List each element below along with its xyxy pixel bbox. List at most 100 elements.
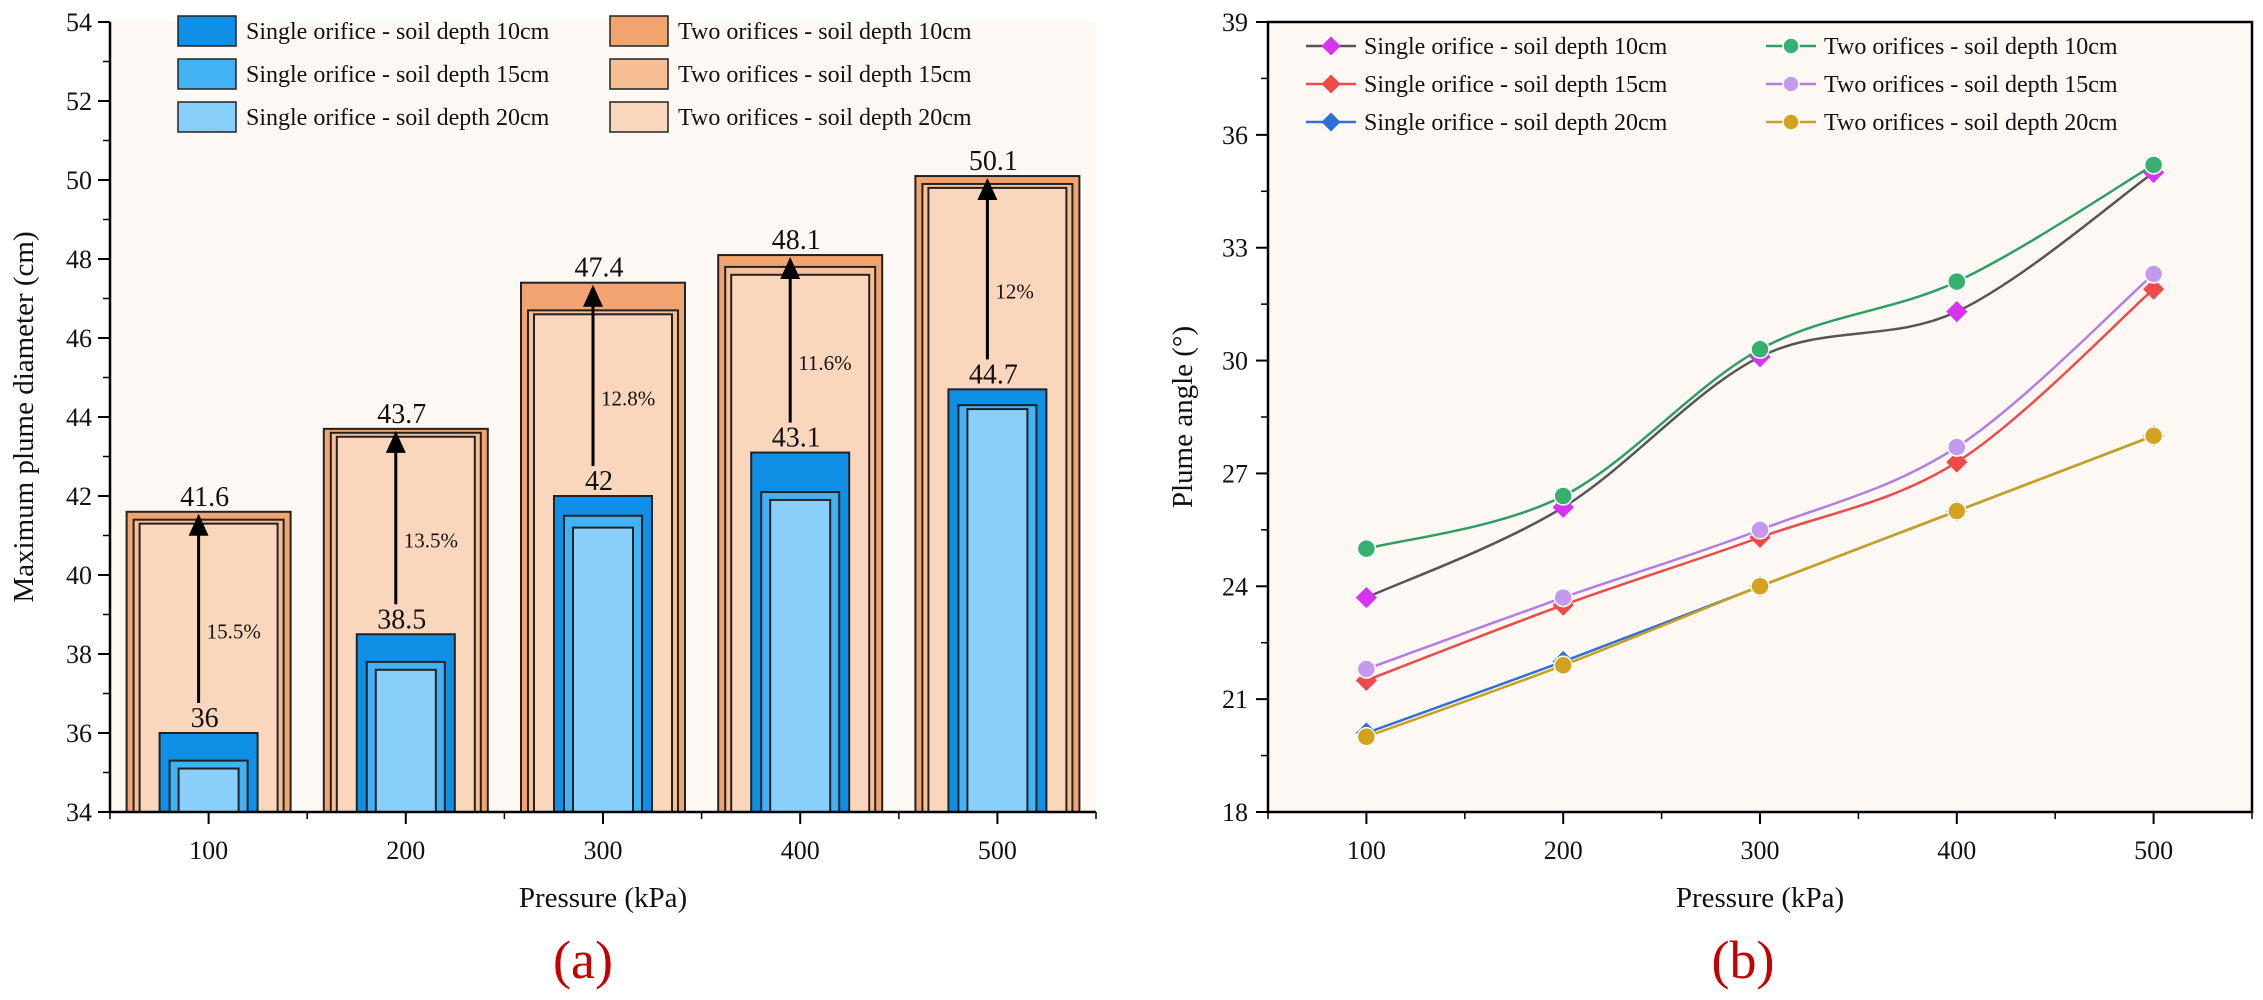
data-point	[1947, 501, 1967, 521]
data-label-single: 44.7	[969, 359, 1018, 390]
legend-label-b: Two orifices - soil depth 15cm	[1824, 72, 2118, 98]
data-point	[2142, 278, 2165, 300]
data-point	[1355, 669, 1378, 691]
legend-swatch-a	[177, 58, 237, 90]
x-tick-label-a: 500	[978, 836, 1017, 865]
data-point	[1750, 576, 1770, 597]
legend-swatch-a	[177, 15, 237, 47]
x-tick-label-b: 100	[1347, 836, 1386, 865]
increase-label: 11.6%	[798, 351, 851, 375]
legend-label-a: Single orifice - soil depth 10cm	[246, 19, 550, 45]
bar-single-orifice	[572, 526, 634, 813]
y-tick-label-a: 48	[66, 245, 92, 274]
y-tick-label-a: 40	[66, 561, 92, 590]
increase-arrowhead	[583, 284, 603, 307]
data-label-two: 47.4	[575, 253, 624, 284]
y-tick-label-a: 42	[66, 482, 92, 511]
y-tick-label-a: 36	[66, 719, 92, 748]
increase-label: 12.8%	[601, 386, 655, 410]
data-label-single: 36	[191, 703, 219, 734]
plot-area-b	[1266, 20, 2254, 814]
data-point	[1356, 659, 1377, 679]
y-tick-label-b: 24	[1222, 572, 1248, 601]
y-tick-label-a: 44	[66, 403, 92, 432]
y-axis-label-a: Maximum plume diameter (cm)	[8, 231, 40, 602]
legend-marker-b	[1321, 74, 1341, 94]
x-axis-label-b: Pressure (kPa)	[1676, 882, 1844, 914]
x-tick-label-a: 400	[781, 836, 820, 865]
data-point	[1946, 451, 1968, 473]
legend-label-a: Two orifices - soil depth 20cm	[678, 105, 972, 131]
x-tick-label-a: 100	[189, 836, 228, 865]
y-tick-label-b: 39	[1222, 8, 1248, 37]
y-tick-label-a: 38	[66, 640, 92, 669]
x-tick-label-a: 200	[386, 836, 425, 865]
data-label-single: 43.1	[772, 423, 821, 454]
y-tick-label-a: 50	[66, 166, 92, 195]
data-label-two: 41.6	[180, 482, 229, 513]
panel-a-bar-chart: 15.5% 36 41.6 13.5% 38.5 43.7 12.8% 42 47.4 11.6%…	[8, 8, 1097, 990]
legend-label-b: Two orifices - soil depth 10cm	[1824, 34, 2118, 60]
y-tick-label-b: 33	[1222, 234, 1248, 263]
data-point	[2143, 264, 2164, 284]
data-point	[1947, 271, 1967, 292]
data-label-two: 50.1	[969, 146, 1018, 177]
panel-b-line-chart: 18 21 24 27 30 33 36 39 100 200 300 400 500 Pressure …	[1167, 8, 2254, 990]
increase-arrowhead	[385, 430, 406, 453]
legend-marker-b	[1782, 75, 1800, 93]
data-point	[1356, 538, 1377, 559]
x-tick-label-b: 500	[2134, 836, 2173, 865]
legend-label-b: Single orifice - soil depth 10cm	[1364, 34, 1668, 60]
legend-label-a: Two orifices - soil depth 10cm	[678, 19, 972, 45]
data-label-two: 43.7	[377, 399, 426, 430]
data-point	[1750, 339, 1770, 360]
data-label-single: 38.5	[377, 604, 426, 635]
data-label-two: 48.1	[772, 225, 821, 256]
data-point	[1750, 520, 1770, 540]
data-point	[1947, 437, 1967, 457]
legend-marker-b	[1321, 36, 1341, 56]
y-tick-label-a: 34	[66, 798, 92, 827]
legend-label-b: Single orifice - soil depth 15cm	[1364, 72, 1668, 98]
increase-arrowhead	[188, 513, 209, 536]
data-point	[2143, 155, 2164, 175]
data-label-single: 42	[585, 466, 613, 497]
legend-swatch-a	[609, 15, 669, 47]
legend-label-a: Single orifice - soil depth 20cm	[246, 105, 550, 131]
legend-label-b: Single orifice - soil depth 20cm	[1364, 110, 1668, 136]
bar-single-orifice	[966, 408, 1029, 813]
y-tick-label-b: 18	[1222, 798, 1248, 827]
x-axis-label-a: Pressure (kPa)	[519, 882, 687, 914]
increase-arrowhead	[780, 257, 801, 280]
y-tick-label-b: 21	[1222, 685, 1248, 714]
panel-label-a: (a)	[553, 930, 613, 990]
legend-swatch-a	[609, 58, 669, 90]
increase-label: 15.5%	[207, 619, 261, 643]
legend-label-a: Single orifice - soil depth 15cm	[246, 62, 550, 88]
data-point	[1553, 655, 1573, 676]
data-point	[1553, 486, 1573, 506]
increase-arrowhead	[977, 178, 998, 201]
bar-single-orifice	[177, 767, 240, 813]
y-tick-label-b: 30	[1222, 347, 1248, 376]
data-point	[2143, 426, 2164, 446]
y-tick-label-a: 46	[66, 324, 92, 353]
y-axis-label-b: Plume angle (°)	[1167, 326, 1199, 508]
y-tick-label-b: 36	[1222, 121, 1248, 150]
x-tick-label-a: 300	[584, 836, 623, 865]
y-tick-label-b: 27	[1222, 459, 1248, 488]
x-tick-label-b: 200	[1544, 836, 1583, 865]
bar-single-orifice	[769, 498, 832, 813]
x-tick-label-b: 400	[1937, 836, 1976, 865]
legend-marker-b	[1782, 113, 1800, 131]
legend-label-b: Two orifices - soil depth 20cm	[1824, 110, 2118, 136]
data-point	[1946, 301, 1968, 323]
bar-single-orifice	[374, 668, 437, 813]
legend-label-a: Two orifices - soil depth 15cm	[678, 62, 972, 88]
y-tick-label-a: 52	[66, 87, 92, 116]
legend-marker-b	[1321, 112, 1341, 132]
y-tick-label-a: 54	[66, 8, 92, 37]
data-point	[1355, 586, 1378, 609]
x-tick-label-b: 300	[1741, 836, 1780, 865]
